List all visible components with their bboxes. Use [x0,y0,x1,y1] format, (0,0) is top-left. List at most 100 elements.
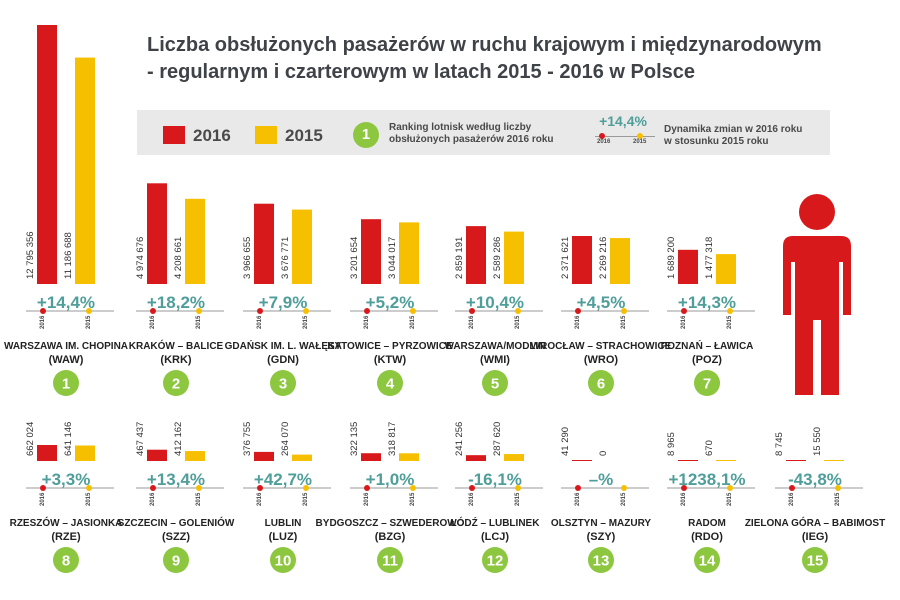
mini-year-2016: 2016 [469,492,475,506]
airport-name: POZNAŃ – ŁAWICA [661,339,754,352]
airport-code: (LCJ) [481,531,509,543]
rank-badge [163,547,189,573]
value-label-2015: 15 550 [812,427,823,456]
change-percent: +18,2% [147,293,205,312]
airport-code: (BZG) [375,531,406,543]
mini-dot-2015 [303,308,309,314]
rank-number: 15 [807,553,824,570]
airport-name: WARSZAWA IM. CHOPINA [4,341,128,352]
mini-dot-2015 [621,485,627,491]
mini-year-2015: 2015 [86,492,92,506]
bar-2016-rze [37,445,57,461]
bar-2015-gdn [292,209,312,284]
mini-year-2015: 2015 [515,492,521,506]
airport-code: (POZ) [692,354,722,366]
value-label-2016: 3 201 654 [349,237,360,279]
value-label-2016: 8 965 [666,432,677,456]
bar-2016-luz [254,451,274,461]
change-percent: +1238,1% [668,470,745,489]
legend-mini-year-2016: 2016 [597,139,611,145]
mini-dot-2016 [150,485,156,491]
airport-name: RADOM [688,518,726,529]
bar-2016-bzg [361,453,381,461]
bar-2016-waw [37,25,57,284]
value-label-2015: 318 817 [387,422,398,456]
rank-badge [694,370,720,396]
rank-badge [377,370,403,396]
change-percent: –% [589,470,614,489]
mini-dot-2016 [681,308,687,314]
change-percent: -43,8% [788,470,842,489]
legend-swatch-2016 [163,126,185,144]
airport-name: WROCŁAW – STRACHOWICE [531,341,672,352]
mini-year-2016: 2016 [681,492,687,506]
mini-year-2016: 2016 [789,492,795,506]
value-label-2016: 3 966 655 [242,237,253,279]
mini-dot-2015 [196,308,202,314]
bar-2015-rdo [716,460,736,461]
change-percent: +5,2% [366,293,415,312]
bar-2016-ktw [361,219,381,284]
mini-year-2015: 2015 [196,492,202,506]
airport-name: RZESZÓW – JASIONKA [10,516,123,529]
mini-dot-2015 [410,308,416,314]
mini-dot-2016 [469,485,475,491]
value-label-2015: 2 589 286 [492,237,503,279]
airport-name: WARSZAWA/MODLIN [444,341,545,352]
airport-code: (KTW) [374,354,407,366]
airport-name: KATOWICE – PYRZOWICE [327,341,453,352]
mini-year-2016: 2016 [150,492,156,506]
mini-dot-2015 [835,485,841,491]
bar-2015-szz [185,451,205,461]
bar-2016-wmi [466,226,486,284]
bar-2016-szy [572,460,592,461]
title-line-2: - regularnym i czarterowym w latach 2015… [147,61,696,83]
mini-year-2016: 2016 [575,492,581,506]
legend-mini-dot-2015 [637,133,643,139]
airport-name: OLSZTYN – MAZURY [551,518,652,529]
bar-2016-ieg [786,460,806,461]
bar-2015-rze [75,445,95,461]
value-label-2016: 241 256 [454,422,465,456]
airport-code: (GDN) [267,354,299,366]
value-label-2016: 376 755 [242,422,253,456]
mini-dot-2015 [515,308,521,314]
mini-year-2016: 2016 [364,492,370,506]
value-label-2016: 1 689 200 [666,237,677,279]
bar-2015-wmi [504,231,524,284]
value-label-2015: 11 186 688 [63,232,74,279]
bar-2016-rdo [678,460,698,461]
mini-year-2016: 2016 [575,315,581,329]
airport-code: (WAW) [49,354,84,366]
rank-number: 14 [699,553,716,570]
mini-dot-2016 [575,485,581,491]
mini-year-2016: 2016 [364,315,370,329]
mini-dot-2016 [40,485,46,491]
airport-name: GDAŃSK IM. L. WAŁĘSY [225,339,342,352]
bar-2015-lcj [504,454,524,461]
bar-2016-lcj [466,455,486,461]
legend-mini-dot-2016 [599,133,605,139]
mini-year-2016: 2016 [257,492,263,506]
value-label-2015: 264 070 [280,422,291,456]
airport-code: (WRO) [584,354,619,366]
change-percent: +4,5% [577,293,626,312]
rank-badge [694,547,720,573]
change-percent: +7,9% [259,293,308,312]
change-percent: +13,4% [147,470,205,489]
mini-year-2015: 2015 [727,492,733,506]
mini-year-2015: 2015 [621,492,627,506]
mini-dot-2015 [727,308,733,314]
rank-number: 5 [491,376,499,393]
legend-label-2016: 2016 [193,126,231,145]
chart-title: Liczba obsłużonych pasażerów w ruchu kra… [147,32,847,86]
airport-name: BYDGOSZCZ – SZWEDEROWO [316,518,465,529]
bar-2016-poz [678,249,698,284]
mini-dot-2015 [727,485,733,491]
rank-number: 13 [593,553,610,570]
mini-dot-2015 [303,485,309,491]
change-percent: +3,3% [42,470,91,489]
legend-mini-axis [595,136,655,137]
airport-code: (KRK) [160,354,191,366]
